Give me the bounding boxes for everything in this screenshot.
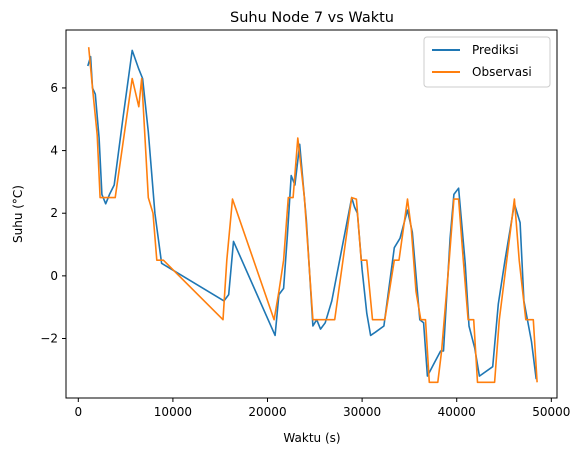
x-tick-label: 0: [74, 405, 82, 419]
x-tick-label: 10000: [154, 405, 192, 419]
x-tick-label: 30000: [343, 405, 381, 419]
y-tick-label: 6: [50, 81, 58, 95]
y-tick-label: 0: [50, 269, 58, 283]
axes-frame: [65, 29, 558, 399]
plot-area: [87, 47, 538, 384]
y-axis-label: Suhu (°C): [11, 185, 25, 243]
series-line-prediksi: [87, 49, 537, 380]
legend-label-prediksi: Prediksi: [472, 43, 519, 57]
x-axis-label: Waktu (s): [283, 431, 340, 445]
y-tick-label: 4: [50, 144, 58, 158]
legend-label-observasi: Observasi: [472, 65, 532, 79]
legend: Prediksi Observasi: [423, 36, 551, 88]
x-axis-ticks: 0 10000 20000 30000 40000 50000: [74, 398, 570, 419]
x-tick-label: 50000: [532, 405, 570, 419]
chart-title: Suhu Node 7 vs Waktu: [230, 10, 394, 26]
y-axis-ticks: −2 0 2 4 6: [40, 81, 66, 345]
series-line-observasi: [87, 47, 538, 384]
y-tick-label: −2: [40, 331, 58, 345]
y-tick-label: 2: [50, 206, 58, 220]
x-tick-label: 20000: [248, 405, 286, 419]
x-tick-label: 40000: [438, 405, 476, 419]
